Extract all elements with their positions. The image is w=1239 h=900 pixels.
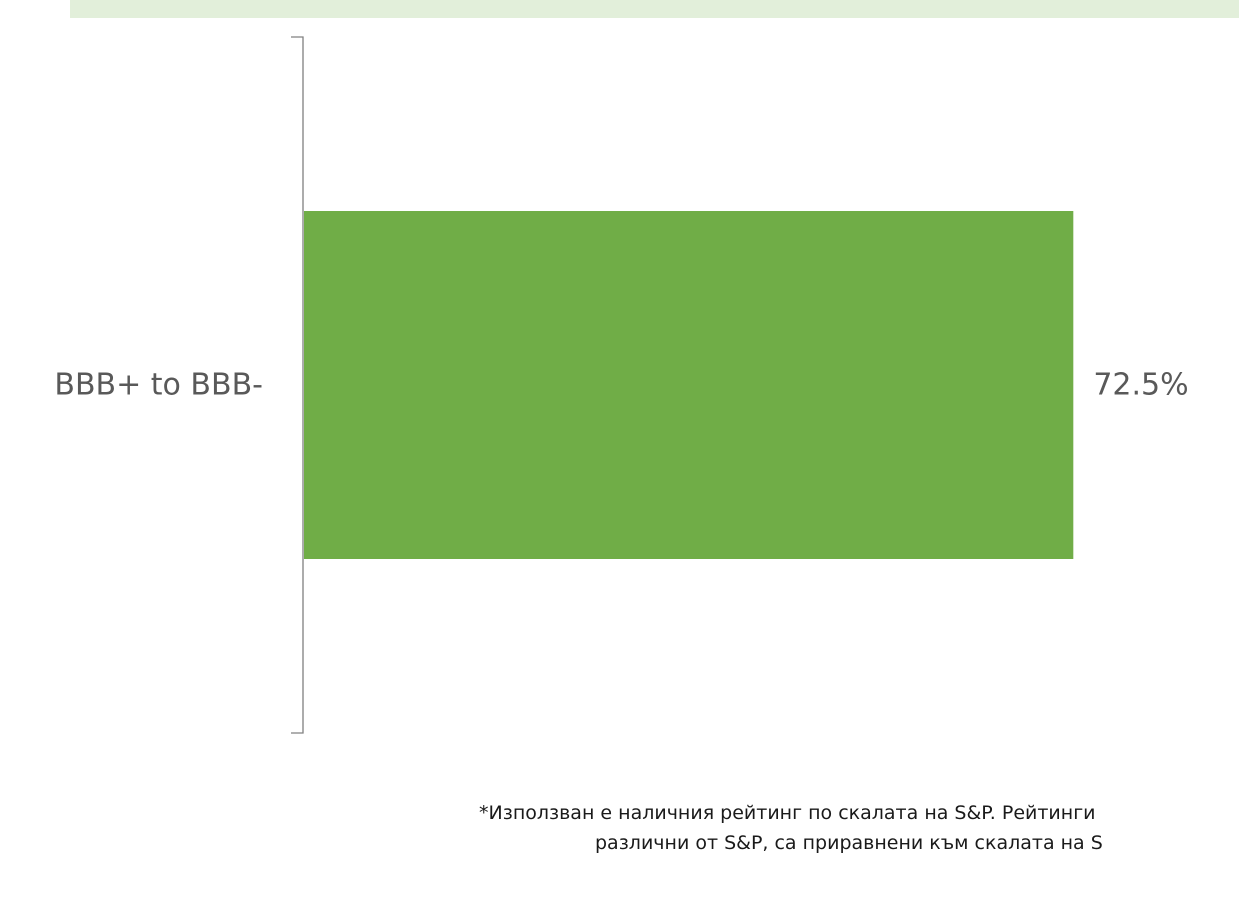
header-band — [70, 0, 1239, 18]
footnote-line-1: *Използван е наличния рейтинг по скалата… — [479, 802, 1096, 824]
category-label: BBB+ to BBB- — [54, 368, 263, 403]
footnote-line-2: различни от S&P, са приравнени към скала… — [595, 832, 1103, 854]
footnote: *Използван е наличния рейтинг по скалата… — [479, 798, 1239, 858]
bar — [304, 211, 1074, 559]
data-label: 72.5% — [1093, 368, 1188, 403]
category-axis — [291, 36, 304, 734]
bar-chart: BBB+ to BBB- 72.5% — [54, 36, 1189, 734]
